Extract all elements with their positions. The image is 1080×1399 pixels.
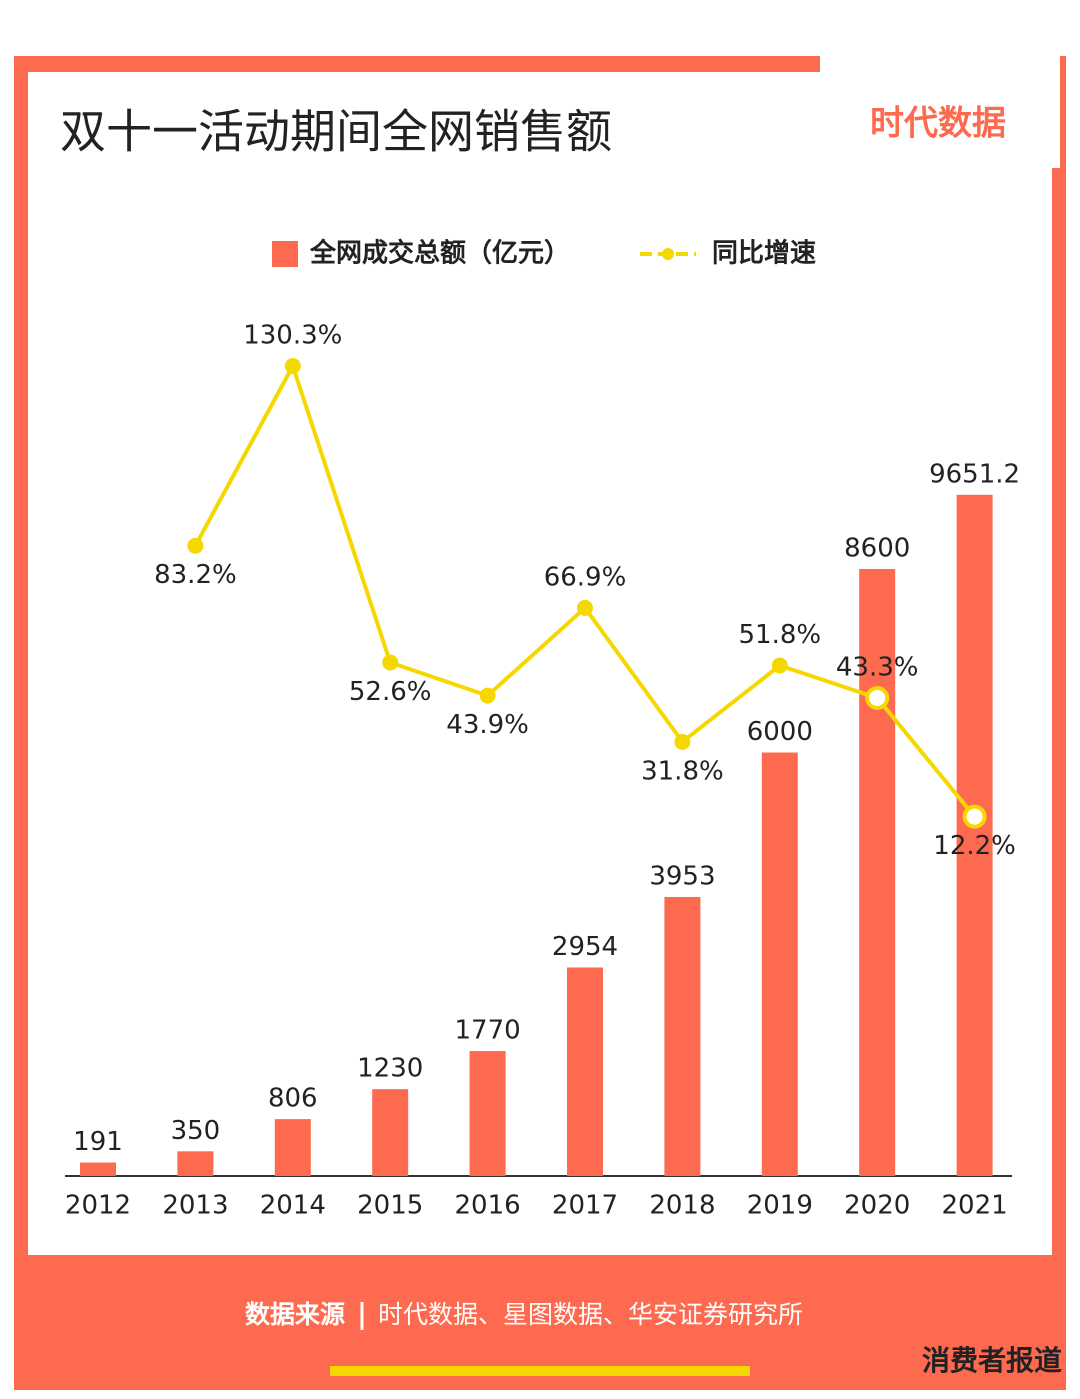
point bbox=[865, 685, 890, 710]
bar bbox=[469, 1051, 506, 1176]
point-label: 31.8% bbox=[641, 756, 724, 786]
x-tick-label: 2015 bbox=[357, 1191, 423, 1221]
point-label: 52.6% bbox=[349, 677, 432, 707]
source-label: 数据来源 bbox=[245, 1300, 345, 1329]
point-label: 83.2% bbox=[154, 560, 237, 590]
x-tick-label: 2014 bbox=[260, 1191, 326, 1221]
bar bbox=[567, 967, 603, 1176]
legend-label: 全网成交总额（亿元） bbox=[309, 238, 570, 269]
credit: 消费者报道 bbox=[922, 1344, 1062, 1377]
x-tick-label: 2021 bbox=[942, 1191, 1008, 1221]
bar-label: 350 bbox=[171, 1116, 221, 1146]
x-tick-label: 2017 bbox=[552, 1191, 618, 1221]
bar-label: 806 bbox=[268, 1084, 318, 1114]
point bbox=[962, 804, 987, 829]
chart-title: 双十一活动期间全网销售额 bbox=[60, 105, 612, 159]
bar-label: 1770 bbox=[455, 1016, 521, 1046]
x-tick-label: 2020 bbox=[844, 1191, 910, 1221]
bar bbox=[372, 1089, 409, 1176]
point bbox=[187, 537, 204, 554]
bar bbox=[80, 1162, 116, 1176]
bar-label: 6000 bbox=[747, 717, 813, 747]
bar bbox=[956, 494, 993, 1176]
point bbox=[577, 599, 593, 616]
accent bbox=[330, 1366, 750, 1376]
logo-bg bbox=[820, 18, 1060, 168]
x-tick-label: 2016 bbox=[455, 1191, 521, 1221]
point bbox=[284, 358, 301, 375]
bar-label: 9651.2 bbox=[929, 459, 1020, 489]
bar bbox=[274, 1119, 311, 1176]
point bbox=[674, 733, 691, 750]
point-label: 130.3% bbox=[243, 321, 342, 351]
source: 时代数据、星图数据、华安证券研究所 bbox=[378, 1300, 803, 1329]
bar-label: 1230 bbox=[357, 1054, 423, 1084]
point bbox=[479, 687, 496, 704]
x-tick-label: 2013 bbox=[162, 1191, 228, 1221]
x-tick-label: 2012 bbox=[65, 1191, 131, 1221]
point-label: 51.8% bbox=[738, 620, 821, 650]
bar-label: 191 bbox=[73, 1127, 123, 1157]
bar-label: 2954 bbox=[552, 932, 618, 962]
bar bbox=[859, 568, 896, 1176]
point-label: 12.2% bbox=[933, 831, 1016, 861]
x-tick-label: 2019 bbox=[747, 1191, 813, 1221]
point-label: 43.9% bbox=[446, 710, 529, 740]
logo: 时代数据 bbox=[870, 104, 1006, 144]
bar bbox=[177, 1151, 214, 1176]
bar bbox=[761, 752, 798, 1176]
legend-swatch bbox=[272, 241, 298, 267]
bar-label: 3953 bbox=[649, 861, 715, 891]
legend-dot bbox=[662, 248, 674, 260]
x-tick-label: 2018 bbox=[649, 1191, 715, 1221]
point-label: 66.9% bbox=[544, 562, 627, 592]
legend-label: 同比增速 bbox=[712, 238, 816, 269]
point bbox=[382, 654, 399, 671]
bar bbox=[664, 896, 701, 1176]
point bbox=[771, 657, 788, 674]
point-label: 43.3% bbox=[836, 652, 919, 682]
bar-label: 8600 bbox=[844, 533, 910, 563]
